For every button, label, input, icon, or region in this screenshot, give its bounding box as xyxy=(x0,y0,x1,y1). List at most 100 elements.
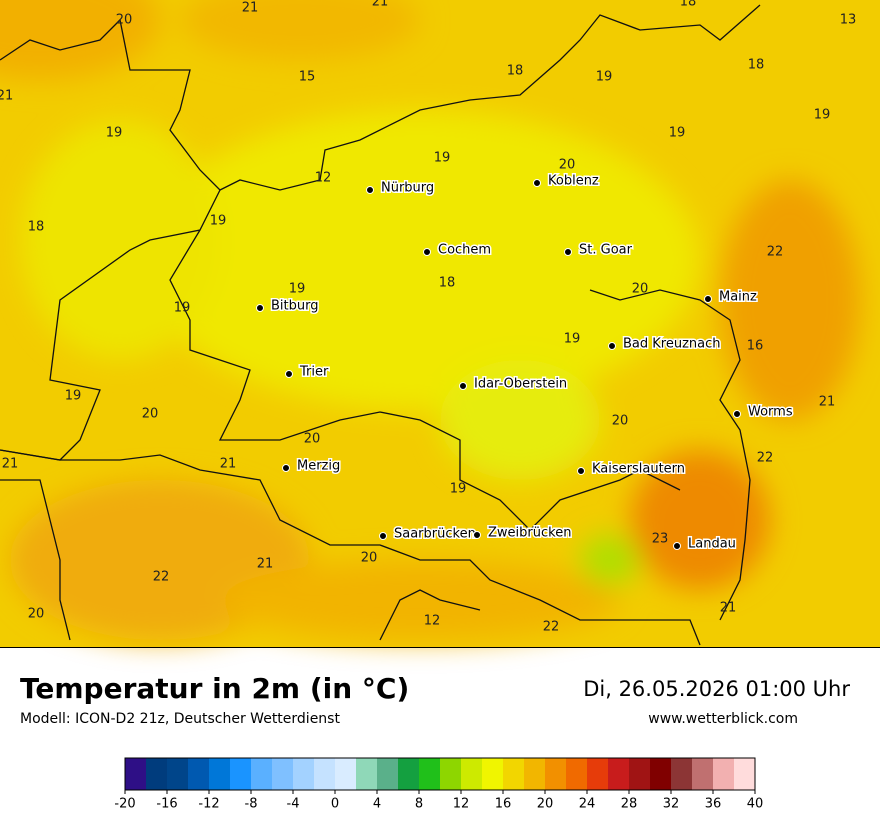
temperature-label: 20 xyxy=(28,607,45,622)
colorbar-cell xyxy=(461,758,483,790)
city-label: Bitburg xyxy=(271,299,319,314)
colorbar-cell xyxy=(419,758,441,790)
temperature-label: 21 xyxy=(242,1,259,16)
city-label: Trier xyxy=(299,365,329,380)
city-label: Kaiserslautern xyxy=(592,462,685,477)
colorbar-cell xyxy=(335,758,357,790)
colorbar-tick-label: 12 xyxy=(453,797,470,812)
city-dot xyxy=(533,179,541,187)
colorbar-cell xyxy=(167,758,189,790)
temperature-label: 20 xyxy=(361,551,378,566)
temperature-label: 16 xyxy=(747,339,764,354)
city-dot xyxy=(285,370,293,378)
colorbar-cell xyxy=(524,758,546,790)
city-dot xyxy=(733,410,741,418)
temperature-label: 19 xyxy=(210,214,227,229)
city-label: Worms xyxy=(748,405,793,420)
temperature-label: 22 xyxy=(757,451,774,466)
city-label: Saarbrücken xyxy=(394,527,476,542)
temperature-label: 19 xyxy=(289,282,306,297)
colorbar-cell xyxy=(377,758,399,790)
temperature-label: 21 xyxy=(220,457,237,472)
colorbar-cell xyxy=(146,758,168,790)
city-label: Zweibrücken xyxy=(488,526,571,541)
colorbar-tick-label: 8 xyxy=(415,797,423,812)
city-label: St. Goar xyxy=(579,243,633,258)
colorbar-tick-label: 0 xyxy=(331,797,339,812)
temperature-label: 18 xyxy=(748,58,765,73)
temperature-label: 13 xyxy=(840,13,857,28)
title: Temperatur in 2m (in °C) xyxy=(20,672,409,705)
colorbar-cell xyxy=(209,758,231,790)
colorbar-cell xyxy=(482,758,504,790)
city-dot xyxy=(366,186,374,194)
temperature-label: 20 xyxy=(632,282,649,297)
city-label: Cochem xyxy=(438,243,491,258)
temperature-label: 19 xyxy=(814,108,831,123)
colorbar-cell xyxy=(356,758,378,790)
temperature-label: 19 xyxy=(669,126,686,141)
colorbar-cell xyxy=(398,758,420,790)
colorbar-cell xyxy=(545,758,567,790)
temperature-label: 18 xyxy=(28,220,45,235)
city-label: Nürburg xyxy=(381,181,434,196)
temperature-label: 12 xyxy=(315,171,332,186)
temperature-label: 19 xyxy=(174,301,191,316)
temperature-label: 18 xyxy=(439,276,456,291)
temperature-label: 22 xyxy=(153,570,170,585)
colorbar-cell xyxy=(671,758,693,790)
colorbar-cell xyxy=(440,758,462,790)
temperature-label: 22 xyxy=(543,620,560,635)
city-label: Landau xyxy=(688,537,736,552)
footer: Temperatur in 2m (in °C) Modell: ICON-D2… xyxy=(20,672,850,727)
city-label: Idar-Oberstein xyxy=(474,377,567,392)
temperature-label: 21 xyxy=(720,601,737,616)
city-dot xyxy=(577,467,585,475)
temperature-label: 20 xyxy=(304,432,321,447)
temperature-label: 22 xyxy=(767,245,784,260)
temperature-label: 21 xyxy=(257,557,274,572)
colorbar-tick-label: 32 xyxy=(663,797,680,812)
temperature-label: 20 xyxy=(612,414,629,429)
colorbar-cell xyxy=(566,758,588,790)
city-dot xyxy=(608,342,616,350)
temperature-label: 21 xyxy=(819,395,836,410)
temperature-label: 19 xyxy=(596,70,613,85)
temperature-label: 23 xyxy=(652,532,669,547)
colorbar-cell xyxy=(713,758,735,790)
colorbar: -20 -16 -12 -8 -4 0 4 8 12 16 20 24 28 32 36 40 xyxy=(114,757,764,812)
colorbar-cell xyxy=(188,758,210,790)
temperature-field xyxy=(0,0,860,640)
temperature-label: 18 xyxy=(507,64,524,79)
city-label: Mainz xyxy=(719,290,757,305)
temperature-label: 20 xyxy=(142,407,159,422)
city-label: Koblenz xyxy=(548,174,599,189)
temperature-label: 19 xyxy=(106,126,123,141)
colorbar-cell xyxy=(251,758,273,790)
borders xyxy=(0,4,761,646)
colorbar-cell xyxy=(587,758,609,790)
colorbar-tick-label: 16 xyxy=(495,797,512,812)
colorbar-tick-label: -20 xyxy=(114,797,135,812)
temperature-label: 15 xyxy=(299,70,316,85)
colorbar-tick-label: -12 xyxy=(198,797,219,812)
website: www.wetterblick.com xyxy=(648,711,798,727)
city-dot xyxy=(564,248,572,256)
colorbar-cell xyxy=(650,758,672,790)
colorbar-tick-label: 4 xyxy=(373,797,381,812)
colorbar-cell xyxy=(272,758,294,790)
colorbar-cell xyxy=(734,758,756,790)
city-dot xyxy=(282,464,290,472)
colorbar-cell xyxy=(125,758,147,790)
colorbar-cell xyxy=(608,758,630,790)
city-dot xyxy=(459,382,467,390)
datetime: Di, 26.05.2026 01:00 Uhr xyxy=(583,677,850,701)
colorbar-tick-label: 20 xyxy=(537,797,554,812)
colorbar-tick-label: 40 xyxy=(747,797,764,812)
colorbar-cell xyxy=(230,758,252,790)
colorbar-cell xyxy=(293,758,315,790)
temperature-label: 20 xyxy=(116,13,133,28)
colorbar-tick-label: 28 xyxy=(621,797,638,812)
colorbar-tick-label: -16 xyxy=(156,797,177,812)
